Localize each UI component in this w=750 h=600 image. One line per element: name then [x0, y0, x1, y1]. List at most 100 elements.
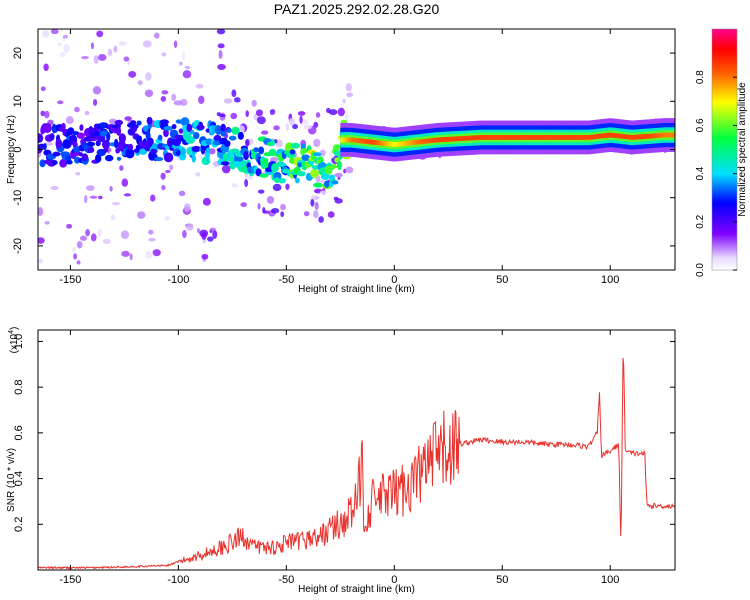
noise-blob [345, 83, 352, 92]
noise-blob [164, 169, 171, 174]
ridge-band [558, 135, 562, 140]
ridge-blob [340, 119, 348, 124]
noise-blob [313, 138, 321, 148]
ridge-band [340, 137, 344, 143]
ridge-band [567, 135, 570, 140]
colorbar-cell [712, 205, 737, 209]
noise-blob [75, 171, 81, 176]
ridge-blob [95, 153, 102, 163]
colorbar-cell [712, 73, 737, 76]
noise-blob [285, 123, 290, 131]
noise-blob [111, 201, 121, 206]
y-tick-label: -10 [12, 190, 24, 206]
ridge-blob [114, 119, 124, 126]
ridge-band [618, 133, 622, 139]
noise-blob [327, 211, 335, 218]
ridge-blob [147, 137, 154, 147]
ridge-band [612, 132, 616, 138]
ridge-band [651, 133, 655, 139]
noise-blob [38, 258, 44, 264]
y-tick-label: 0.4 [13, 471, 25, 486]
x-axis-label: Height of straight line (km) [298, 284, 415, 295]
noise-blob [109, 185, 113, 192]
colorbar-cell [712, 141, 737, 145]
ridge-band [430, 138, 434, 143]
colorbar-cell [712, 143, 737, 147]
noise-blob [238, 125, 245, 134]
colorbar-cell [712, 213, 737, 217]
noise-blob [85, 228, 90, 237]
ridge-blob [180, 117, 190, 127]
colorbar-cell [712, 237, 737, 241]
noise-blob [182, 230, 187, 239]
noise-blob [120, 230, 130, 240]
ridge-band [571, 135, 575, 140]
ridge-band [519, 135, 523, 140]
ridge-blob [116, 156, 122, 161]
colorbar-cell [712, 111, 737, 114]
colorbar-cell [712, 39, 737, 42]
noise-blob [164, 215, 171, 221]
x-tick-label: -50 [278, 574, 294, 586]
ridge-blob [205, 138, 213, 146]
ridge-blob [271, 164, 278, 173]
ridge-blob [301, 154, 311, 161]
noise-blob [123, 193, 132, 197]
ridge-band [487, 135, 490, 140]
noise-blob [137, 211, 146, 219]
ridge-band [655, 133, 659, 139]
ridge-band [672, 132, 675, 138]
ridge-band [493, 135, 497, 140]
noise-blob [90, 233, 97, 242]
ridge-band [631, 134, 635, 140]
noise-blob [202, 238, 207, 244]
colorbar-cell [712, 177, 737, 181]
y-tick-label: 1.0 [13, 334, 25, 349]
noise-blob [161, 185, 166, 191]
ridge-band [344, 137, 348, 143]
ridge-band [590, 134, 594, 140]
x-tick-label: -100 [167, 574, 189, 586]
ridge-band [368, 139, 372, 145]
ridge-blob [324, 180, 330, 188]
noise-blob [62, 34, 69, 39]
ridge-band [346, 137, 350, 143]
noise-blob [145, 72, 152, 81]
colorbar-cell [712, 97, 737, 100]
ridge-band [636, 134, 639, 140]
colorbar-cell [712, 33, 737, 36]
ridge-blob [59, 158, 68, 168]
noise-blob [183, 203, 191, 212]
ridge-blob [142, 125, 149, 132]
ridge-blob [163, 128, 169, 138]
ridge-band [513, 135, 516, 140]
ridge-band [642, 134, 646, 139]
colorbar-cell [712, 127, 737, 131]
colorbar-cell [712, 53, 737, 56]
noise-blob [137, 80, 143, 86]
ridge-band [670, 132, 674, 138]
colorbar-cell [712, 117, 737, 120]
noise-blob [66, 223, 73, 229]
noise-blob [310, 198, 315, 207]
colorbar-cell [712, 175, 737, 179]
noise-blob [43, 63, 49, 72]
ridge-blob [253, 147, 259, 153]
noise-blob [42, 30, 50, 38]
noise-blob [337, 107, 345, 117]
noise-blob [173, 40, 178, 49]
ridge-band [560, 135, 564, 140]
ridge-blob [43, 123, 52, 134]
noise-blob [161, 52, 167, 57]
ridge-band [538, 135, 542, 140]
snr-frame [37, 329, 676, 571]
colorbar-cell [712, 43, 737, 46]
noise-blob [182, 51, 186, 61]
ridge-band [664, 132, 667, 138]
ridge-blob [331, 180, 339, 185]
ridge-band [361, 138, 365, 144]
ridge-band [597, 133, 601, 139]
colorbar-cell [712, 195, 737, 199]
spectrogram-data [38, 29, 675, 265]
